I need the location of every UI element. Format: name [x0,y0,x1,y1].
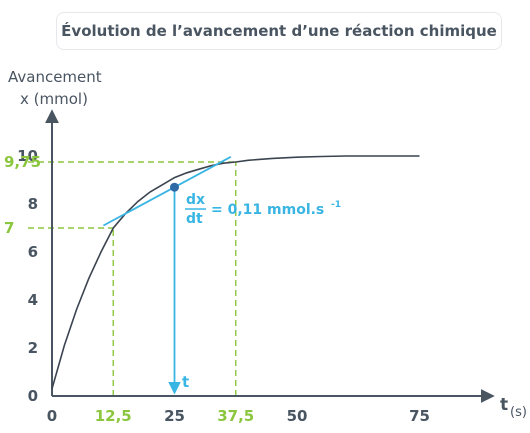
fraction-denominator: dt [186,211,203,227]
x-tick-label: 50 [287,407,308,425]
y-axis-label-line2: x (mmol) [20,90,88,108]
x-axis-unit: (s) [510,405,527,420]
y-tick-label: 4 [28,291,38,309]
x-tick-label: 25 [164,407,185,425]
x-tick-label: 0 [47,407,57,425]
y-tick-label: 6 [28,243,38,261]
guide-lines [28,161,237,396]
fraction-numerator: dx [186,192,205,208]
point-time-label: t [182,373,189,391]
axes [45,109,495,403]
tangent [103,156,232,395]
y-tick-label: 8 [28,195,38,213]
chart-title-box: Évolution de l’avancement d’une réaction… [56,12,502,50]
tangent-point [170,182,179,192]
x-axis-label: t [500,395,508,415]
slope-exponent: -1 [331,200,341,210]
curve [51,155,420,390]
y-tick-label-highlight: 7 [4,219,14,237]
tangent-line [103,156,232,227]
y-tick-label: 0 [28,387,38,405]
slope-annotation: dx dt = 0,11 mmol.s -1 [185,192,341,227]
slope-value: = 0,11 mmol.s [211,202,324,218]
x-tick-label-highlight: 37,5 [217,407,254,425]
y-tick-label: 10 [17,147,38,165]
chart-title: Évolution de l’avancement d’une réaction… [61,22,497,40]
tick-labels: 0 25 50 75 0 2 4 6 8 10 12,5 37,5 7 9,75 [4,147,430,425]
series-line [51,155,420,390]
y-tick-label: 2 [28,339,38,357]
y-axis-label-line1: Avancement [8,68,102,86]
y-tick-label-highlight: 9,75 [4,153,41,171]
x-tick-label-highlight: 12,5 [95,407,132,425]
x-tick-label: 75 [409,407,430,425]
